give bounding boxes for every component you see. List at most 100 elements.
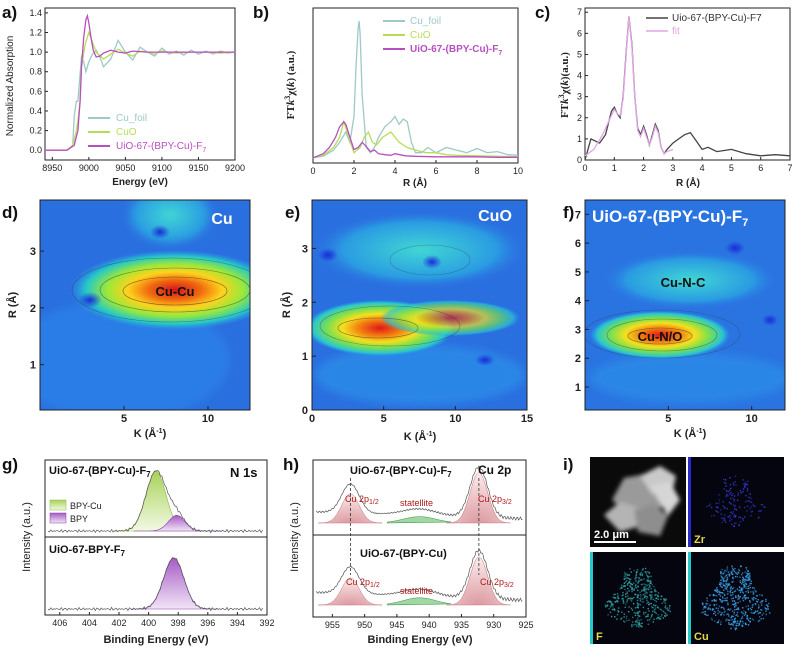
eds-dot [724, 580, 726, 582]
chart-h-title: Cu 2p [478, 463, 511, 477]
eds-dot [715, 603, 718, 606]
eds-dot [739, 521, 742, 523]
eds-dot [727, 571, 730, 573]
eds-dot [726, 579, 728, 581]
chart-b-series-cu-foil [312, 20, 519, 159]
eds-dot [725, 580, 728, 582]
eds-dot [716, 587, 718, 589]
eds-dot [763, 506, 765, 508]
eds-dot [656, 617, 658, 620]
eds-dot [724, 599, 726, 602]
eds-dot [743, 614, 745, 617]
eds-dot [626, 620, 628, 622]
eds-dot [745, 590, 747, 593]
eds-dot [625, 593, 627, 595]
eds-dot [733, 620, 735, 622]
eds-dot [765, 604, 768, 606]
eds-dot [630, 571, 632, 573]
eds-dot [734, 617, 736, 619]
eds-dot [611, 603, 613, 605]
chart-c-series-raw [584, 16, 791, 161]
chart-c-ytick-label: 6 [577, 28, 582, 38]
eds-dot [739, 580, 741, 582]
eds-dot [741, 625, 744, 628]
eds-dot [720, 572, 722, 575]
eds-dot [727, 602, 729, 604]
chart-g-peak-bpy-cu [113, 470, 201, 532]
eds-dot [717, 607, 719, 610]
eds-dot [719, 582, 721, 584]
eds-dot [638, 623, 640, 626]
eds-dot [744, 516, 746, 518]
eds-dot [722, 478, 725, 481]
chart-g-legend-swatch-bpy-cu [49, 499, 67, 511]
eds-dot [719, 599, 722, 601]
eds-dot [737, 492, 739, 494]
eds-dot [741, 572, 744, 574]
eds-dot [747, 591, 750, 594]
eds-dot [721, 586, 723, 588]
eds-dot [664, 598, 666, 600]
eds-dot [745, 605, 747, 608]
eds-dot [638, 603, 640, 605]
eds-dot [722, 573, 724, 575]
eds-dot [636, 599, 639, 602]
eds-dot [609, 600, 611, 602]
eds-dot [707, 614, 709, 616]
eds-dot [646, 584, 648, 586]
eds-dot [606, 601, 609, 603]
eds-dot [650, 580, 652, 582]
eds-dot [743, 506, 746, 509]
eds-dot [622, 594, 624, 596]
eds-dot [739, 576, 741, 578]
eds-dot [633, 569, 635, 572]
eds-dot [733, 600, 736, 602]
eds-dot [713, 514, 715, 517]
eds-dot [735, 595, 737, 597]
eds-dot [631, 624, 633, 626]
chart-c-xtick-label: 0 [582, 163, 587, 173]
eds-dot [744, 622, 747, 624]
chart-b-legend-cuo: CuO [410, 30, 431, 41]
eds-dot [730, 592, 732, 594]
chart-c-ytick-label: 0 [577, 155, 582, 165]
chart-f-annotation-cu-n-o: Cu-N/O [638, 329, 683, 344]
eds-dot [649, 602, 651, 605]
eds-dot [735, 572, 737, 574]
eds-dot [648, 584, 650, 586]
eds-dot [724, 569, 726, 572]
chart-e-xtick-label: 0 [309, 413, 315, 425]
eds-dot [647, 615, 649, 618]
eds-dot [733, 570, 735, 572]
eds-dot [757, 607, 760, 609]
eds-dot [740, 565, 742, 568]
eds-dot [652, 621, 654, 623]
eds-dot [630, 607, 633, 610]
panel-label-i: i) [563, 455, 573, 474]
eds-f-edge [590, 552, 593, 644]
eds-dot [747, 597, 749, 599]
eds-dot [655, 612, 657, 614]
eds-dot [741, 620, 744, 623]
eds-dot [715, 595, 718, 597]
chart-c-ytick-label: 4 [577, 71, 582, 81]
eds-dot [657, 592, 660, 594]
eds-dot [727, 574, 729, 576]
eds-dot [765, 613, 767, 616]
eds-dot [736, 611, 739, 614]
eds-dot [708, 606, 710, 609]
eds-dot [668, 607, 671, 609]
eds-dot [726, 508, 728, 510]
eds-dot [737, 596, 740, 598]
eds-dot [634, 623, 637, 626]
eds-dot [618, 607, 620, 609]
chart-h-bottom-frame [312, 534, 527, 618]
eds-dot [708, 608, 710, 610]
eds-dot [747, 619, 750, 622]
eds-dot [739, 516, 742, 519]
eds-dot [723, 614, 725, 616]
eds-dot [731, 494, 733, 497]
eds-dot [630, 589, 633, 591]
eds-dot [630, 597, 632, 600]
panel-label-h: h) [283, 455, 299, 474]
